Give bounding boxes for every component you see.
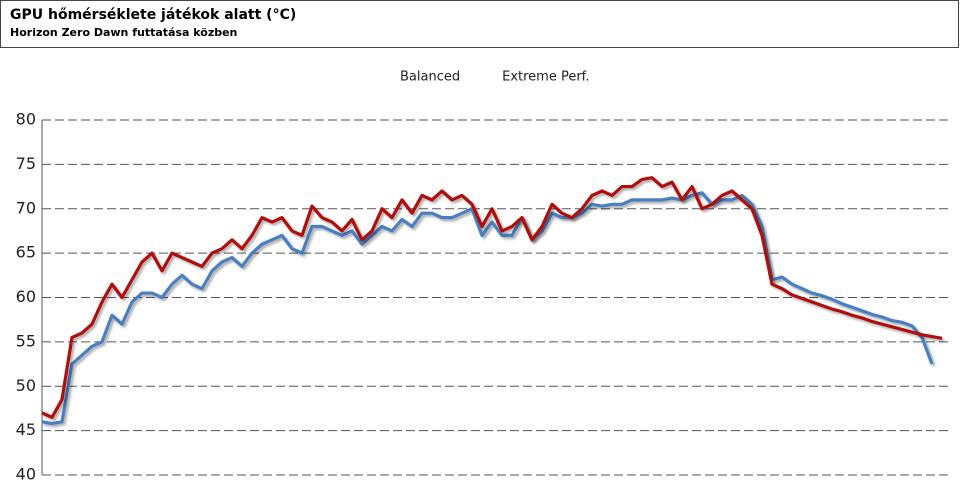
legend-label: Balanced bbox=[400, 70, 460, 85]
y-tick-label: 75 bbox=[16, 154, 36, 173]
chart-subtitle: Horizon Zero Dawn futtatása közben bbox=[10, 26, 237, 39]
chart-title: GPU hőmérséklete játékok alatt (°C) bbox=[10, 7, 296, 23]
y-tick-label: 60 bbox=[16, 287, 36, 306]
y-tick-label: 80 bbox=[16, 110, 36, 129]
y-tick-label: 45 bbox=[16, 420, 36, 439]
y-tick-label: 40 bbox=[16, 465, 36, 484]
series-line bbox=[41, 191, 934, 426]
title-box bbox=[0, 0, 959, 48]
y-tick-label: 70 bbox=[16, 198, 36, 217]
y-tick-label: 50 bbox=[16, 376, 36, 395]
legend-label: Extreme Perf. bbox=[502, 70, 589, 85]
y-tick-label: 55 bbox=[16, 331, 36, 350]
y-tick-label: 65 bbox=[16, 243, 36, 262]
series-line bbox=[41, 176, 943, 419]
legend: Balanced Extreme Perf. bbox=[372, 70, 589, 85]
